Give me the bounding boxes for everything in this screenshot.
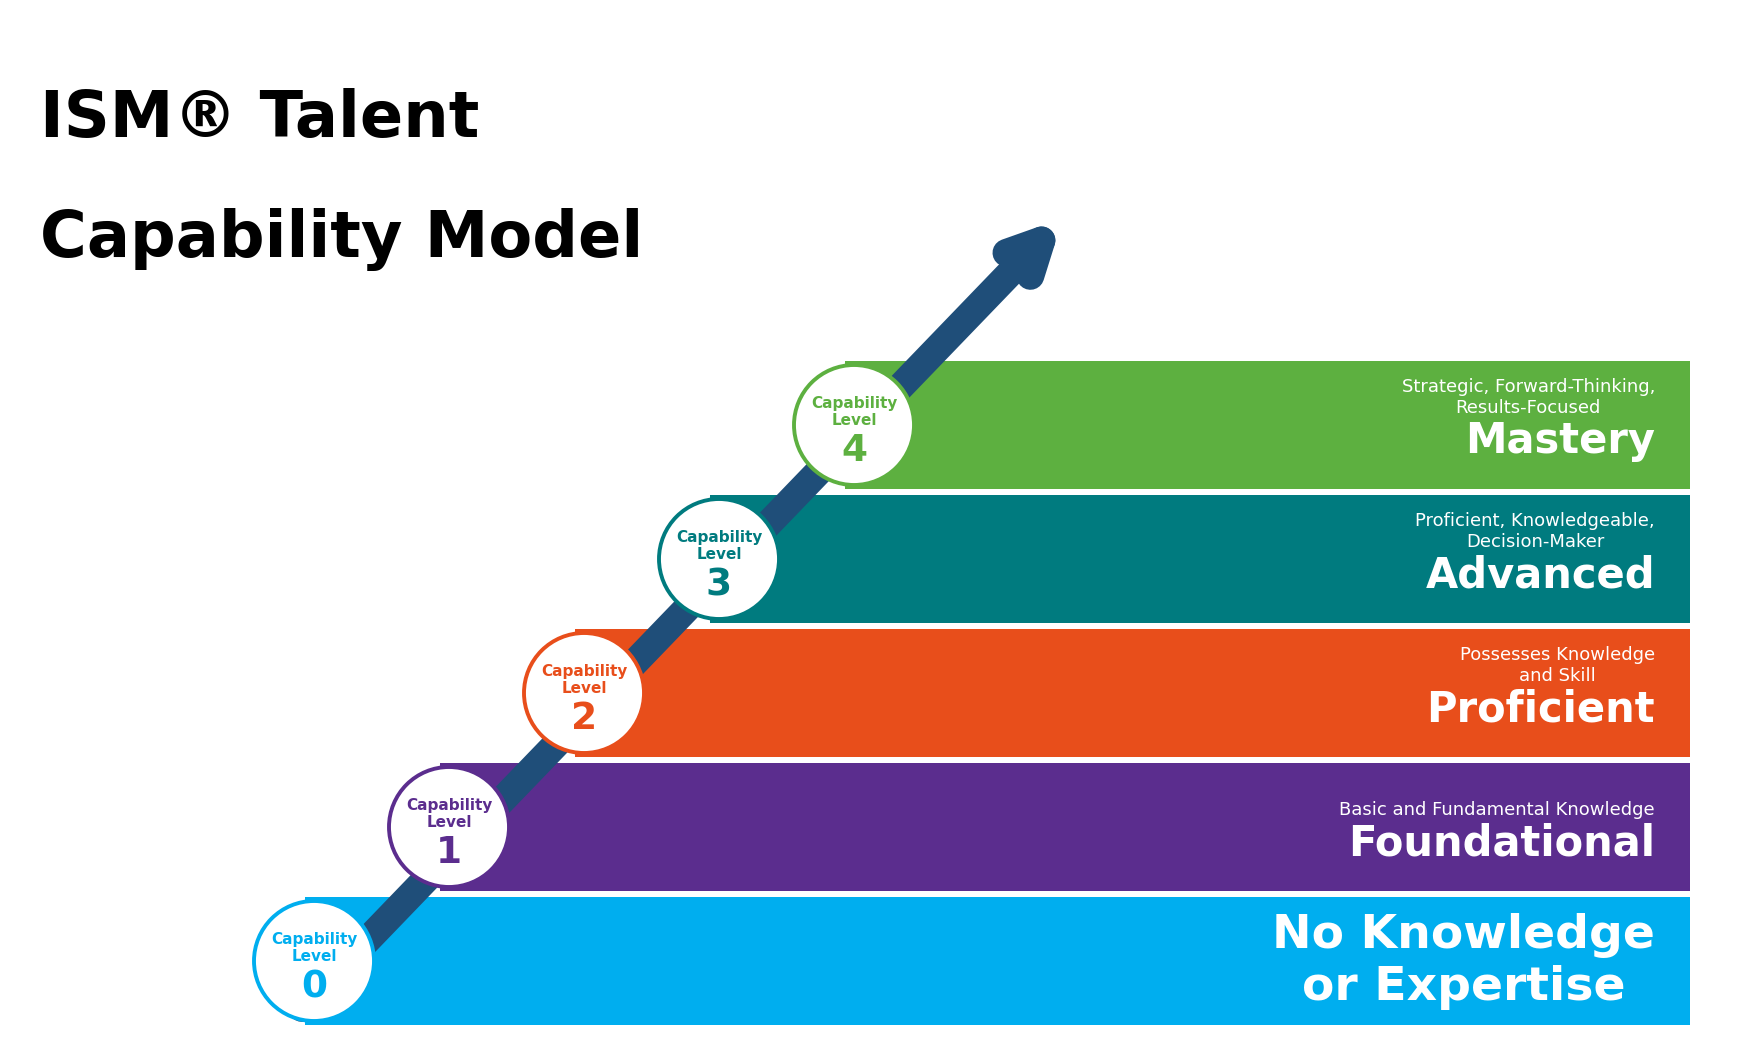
Text: 3: 3 [705,567,731,603]
Circle shape [254,901,374,1020]
FancyBboxPatch shape [576,629,1690,757]
FancyBboxPatch shape [845,361,1690,489]
FancyBboxPatch shape [304,897,1690,1025]
Text: Capability Model: Capability Model [40,208,644,271]
Text: Capability
Level: Capability Level [541,663,626,696]
Circle shape [523,632,644,753]
Circle shape [388,767,509,887]
Text: Proficient, Knowledgeable,
Decision-Maker: Proficient, Knowledgeable, Decision-Make… [1416,512,1655,551]
Text: Capability
Level: Capability Level [810,395,898,428]
Text: 1: 1 [436,836,462,871]
Text: ISM® Talent: ISM® Talent [40,88,480,150]
Text: Proficient: Proficient [1426,688,1656,730]
FancyBboxPatch shape [439,763,1690,891]
Text: Foundational: Foundational [1348,822,1656,864]
Text: Possesses Knowledge
and Skill: Possesses Knowledge and Skill [1460,646,1656,685]
Text: No Knowledge
or Expertise: No Knowledge or Expertise [1272,912,1656,1010]
Text: 0: 0 [301,969,327,1005]
Text: Capability
Level: Capability Level [271,932,357,964]
Text: 2: 2 [570,701,597,737]
Text: Advanced: Advanced [1424,554,1656,596]
Circle shape [794,365,914,485]
Text: Capability
Level: Capability Level [676,529,763,562]
Text: 4: 4 [842,433,866,469]
Text: Strategic, Forward-Thinking,
Results-Focused: Strategic, Forward-Thinking, Results-Foc… [1402,378,1655,417]
Text: Basic and Fundamental Knowledge: Basic and Fundamental Knowledge [1339,802,1656,819]
FancyBboxPatch shape [710,495,1690,623]
Text: Mastery: Mastery [1465,420,1656,462]
Circle shape [660,499,779,619]
Text: Capability
Level: Capability Level [406,798,492,830]
